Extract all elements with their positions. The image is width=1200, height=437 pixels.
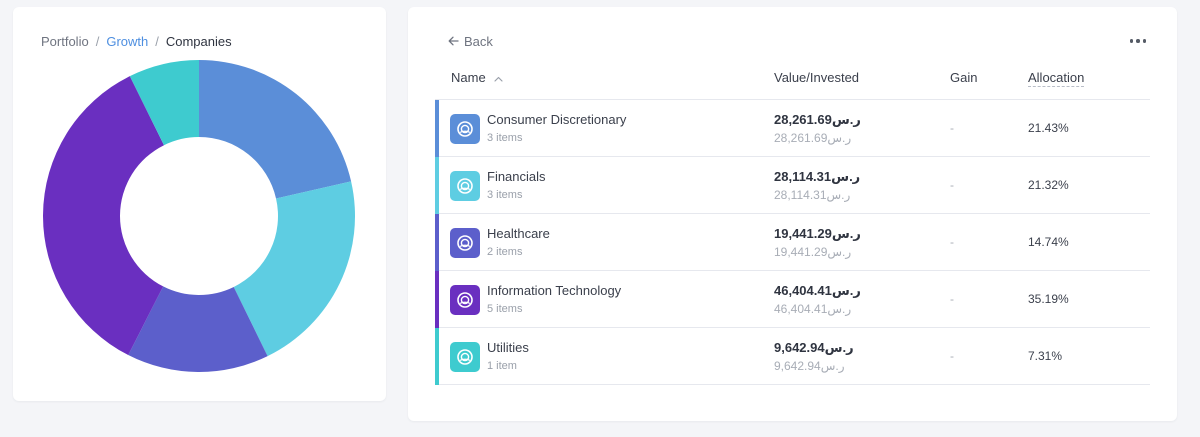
column-header-value[interactable]: Value/Invested <box>774 70 860 85</box>
sector-allocation: 14.74% <box>1028 235 1069 249</box>
sector-icon <box>450 342 480 372</box>
column-header-name[interactable]: Name <box>451 70 503 85</box>
sector-value: 19,441.29ر.س <box>774 226 861 241</box>
sector-value: 46,404.41ر.س <box>774 283 861 298</box>
allocation-chart-card: Portfolio / Growth / Companies <box>13 7 386 401</box>
sector-invested: 46,404.41ر.س <box>774 302 852 316</box>
sector-invested: 19,441.29ر.س <box>774 245 852 259</box>
sector-invested: 28,114.31ر.س <box>774 188 851 202</box>
sector-gain: - <box>950 178 954 192</box>
breadcrumb-companies: Companies <box>165 34 232 49</box>
sector-item-count: 5 items <box>487 303 523 315</box>
sector-item-count: 3 items <box>487 189 523 201</box>
donut-slice-healthcare[interactable] <box>128 286 268 372</box>
donut-slice-consumer-discretionary[interactable] <box>199 60 352 199</box>
table-row[interactable]: Utilities 1 item 9,642.94ر.س 9,642.94ر.س - 7.… <box>435 328 1150 385</box>
table-row[interactable]: Information Technology 5 items 46,404.41ر.… <box>435 271 1150 328</box>
sector-value: 28,114.31ر.س <box>774 169 861 184</box>
sector-color-bar <box>435 214 439 271</box>
sector-icon <box>450 285 480 315</box>
table-row[interactable]: Consumer Discretionary 3 items 28,261.69ر.… <box>435 100 1150 157</box>
sector-color-bar <box>435 157 439 214</box>
sector-value: 9,642.94ر.س <box>774 340 854 355</box>
sector-item-count: 3 items <box>487 132 523 144</box>
sector-name: Consumer Discretionary <box>487 112 627 127</box>
sector-color-bar <box>435 100 439 157</box>
breadcrumb-portfolio[interactable]: Portfolio <box>41 34 89 49</box>
sector-gain: - <box>950 235 954 249</box>
sector-allocation: 7.31% <box>1028 349 1063 363</box>
breadcrumb-growth[interactable]: Growth <box>106 34 149 49</box>
back-button[interactable]: Back <box>448 34 493 49</box>
sector-color-bar <box>435 328 439 385</box>
sector-item-count: 2 items <box>487 246 523 258</box>
sector-allocation: 21.43% <box>1028 121 1069 135</box>
donut-slice-information-technology[interactable] <box>43 76 164 356</box>
sector-invested: 28,261.69ر.س <box>774 131 852 145</box>
chevron-up-icon <box>494 70 503 85</box>
breadcrumb-separator: / <box>155 34 159 49</box>
table-row[interactable]: Financials 3 items 28,114.31ر.س 28,114.31ر.… <box>435 157 1150 214</box>
sector-icon <box>450 171 480 201</box>
column-name-label: Name <box>451 70 486 85</box>
more-options-icon[interactable] <box>1127 32 1149 50</box>
breadcrumb-separator: / <box>95 34 100 49</box>
table-row[interactable]: Healthcare 2 items 19,441.29ر.س 19,441.29ر.… <box>435 214 1150 271</box>
sector-name: Healthcare <box>487 226 550 241</box>
sector-value: 28,261.69ر.س <box>774 112 861 127</box>
holdings-table-card: Back Name Value/Invested Gain Allocation… <box>408 7 1177 421</box>
donut-slice-financials[interactable] <box>233 181 355 357</box>
sector-allocation: 21.32% <box>1028 178 1069 192</box>
allocation-donut-chart <box>43 60 355 372</box>
table-body: Consumer Discretionary 3 items 28,261.69ر.… <box>435 100 1150 385</box>
sector-icon <box>450 114 480 144</box>
sector-gain: - <box>950 121 954 135</box>
sector-allocation: 35.19% <box>1028 292 1069 306</box>
breadcrumb: Portfolio / Growth / Companies <box>41 34 232 49</box>
column-header-allocation[interactable]: Allocation <box>1028 70 1085 87</box>
sector-gain: - <box>950 292 954 306</box>
table-header: Name Value/Invested Gain Allocation <box>435 63 1150 100</box>
sector-color-bar <box>435 271 439 328</box>
column-header-gain[interactable]: Gain <box>950 70 978 85</box>
sector-name: Financials <box>487 169 546 184</box>
sector-gain: - <box>950 349 954 363</box>
sector-item-count: 1 item <box>487 360 517 372</box>
sector-name: Utilities <box>487 340 529 355</box>
sector-name: Information Technology <box>487 283 622 298</box>
donut-slice-utilities[interactable] <box>129 60 199 146</box>
arrow-left-icon <box>448 34 459 49</box>
back-label: Back <box>464 34 493 49</box>
sector-invested: 9,642.94ر.س <box>774 359 845 373</box>
sector-icon <box>450 228 480 258</box>
